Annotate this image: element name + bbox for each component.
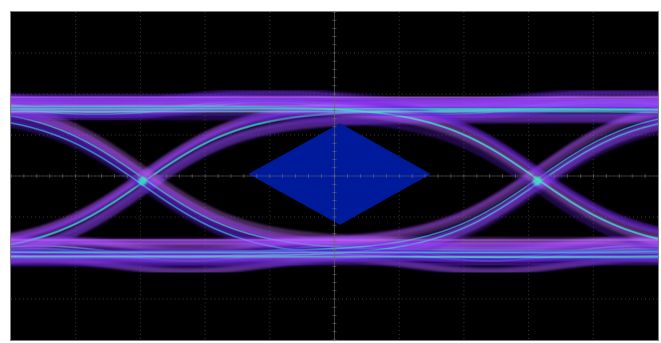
rising-edge-trace-core xyxy=(11,255,658,258)
rising-edge-trace xyxy=(11,236,658,245)
eye-mask-diamond xyxy=(248,123,431,225)
rising-edge-trace xyxy=(11,115,658,259)
eye-diagram-plot[interactable] xyxy=(11,12,658,340)
crossing-point xyxy=(138,176,148,186)
falling-edge-trace xyxy=(11,103,658,111)
falling-edge-trace xyxy=(11,92,658,101)
eye-diagram-display[interactable] xyxy=(10,11,659,341)
rising-edge-trace-core xyxy=(11,250,658,254)
falling-edge-trace-core xyxy=(11,107,658,111)
falling-edge-trace xyxy=(11,110,658,119)
crossing-point xyxy=(532,176,542,186)
rising-edge-trace xyxy=(11,257,658,264)
center-axes xyxy=(11,12,658,340)
falling-edge-trace-core xyxy=(11,110,658,114)
falling-edge-trace xyxy=(11,97,658,105)
signal-traces xyxy=(11,87,658,276)
